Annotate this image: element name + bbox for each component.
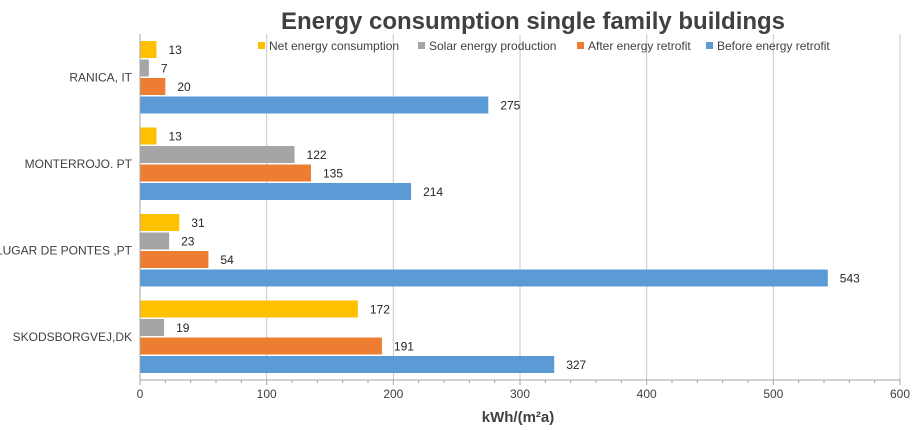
x-axis: 0 100 200 300 400 500 600 xyxy=(137,34,910,401)
legend: Net energy consumption Solar energy produ… xyxy=(258,39,830,53)
data-label: 543 xyxy=(840,272,860,286)
data-label: 135 xyxy=(323,167,343,181)
category-label: MONTERROJO. PT xyxy=(25,157,133,171)
data-label: 7 xyxy=(161,62,168,76)
bar xyxy=(140,96,489,114)
bar xyxy=(140,232,170,250)
x-tick-label: 200 xyxy=(383,387,403,401)
bar xyxy=(140,127,157,145)
data-label: 172 xyxy=(370,303,390,317)
gridlines xyxy=(266,34,901,380)
bar xyxy=(140,41,157,58)
bar xyxy=(140,59,149,77)
bar xyxy=(140,337,382,355)
bar xyxy=(140,269,828,287)
x-tick-label: 0 xyxy=(137,387,144,401)
bar xyxy=(140,356,555,373)
bars xyxy=(140,41,828,373)
data-label: 19 xyxy=(176,321,190,335)
x-tick-label: 500 xyxy=(763,387,783,401)
legend-label: Net energy consumption xyxy=(269,39,399,53)
category-labels: RANICA, IT MONTERROJO. PT LUGAR DE PONTES … xyxy=(0,70,133,344)
data-label: 191 xyxy=(394,340,414,354)
x-tick-label: 300 xyxy=(510,387,530,401)
bar xyxy=(140,300,358,318)
legend-swatch xyxy=(706,42,713,49)
data-label: 31 xyxy=(191,216,205,230)
x-axis-label: kWh/(m²a) xyxy=(482,409,555,426)
legend-swatch xyxy=(258,42,265,49)
data-label: 20 xyxy=(177,80,191,94)
bar xyxy=(140,78,166,95)
x-tick-label: 400 xyxy=(637,387,657,401)
data-label: 54 xyxy=(220,253,234,267)
bar xyxy=(140,214,180,231)
x-tick-label: 600 xyxy=(890,387,910,401)
bar xyxy=(140,319,165,336)
category-label: RANICA, IT xyxy=(69,70,132,84)
legend-swatch xyxy=(418,42,425,49)
data-label: 214 xyxy=(423,185,443,199)
category-label: SKODSBORGVEJ,DK xyxy=(13,330,132,344)
data-label: 23 xyxy=(181,235,195,249)
category-label: LUGAR DE PONTES ,PT xyxy=(0,243,133,257)
x-tick-label: 100 xyxy=(257,387,277,401)
legend-label: Solar energy production xyxy=(429,39,556,53)
legend-label: Before energy retrofit xyxy=(717,39,830,53)
bar xyxy=(140,183,412,200)
legend-swatch xyxy=(577,42,584,49)
data-label: 122 xyxy=(307,148,327,162)
bar xyxy=(140,146,295,163)
data-label: 13 xyxy=(168,130,182,144)
data-label: 327 xyxy=(566,358,586,372)
data-label: 13 xyxy=(168,43,182,57)
bar xyxy=(140,164,311,182)
chart-title: Energy consumption single family buildin… xyxy=(281,8,785,35)
bar xyxy=(140,251,209,268)
data-label: 275 xyxy=(500,99,520,113)
legend-label: After energy retrofit xyxy=(588,39,691,53)
